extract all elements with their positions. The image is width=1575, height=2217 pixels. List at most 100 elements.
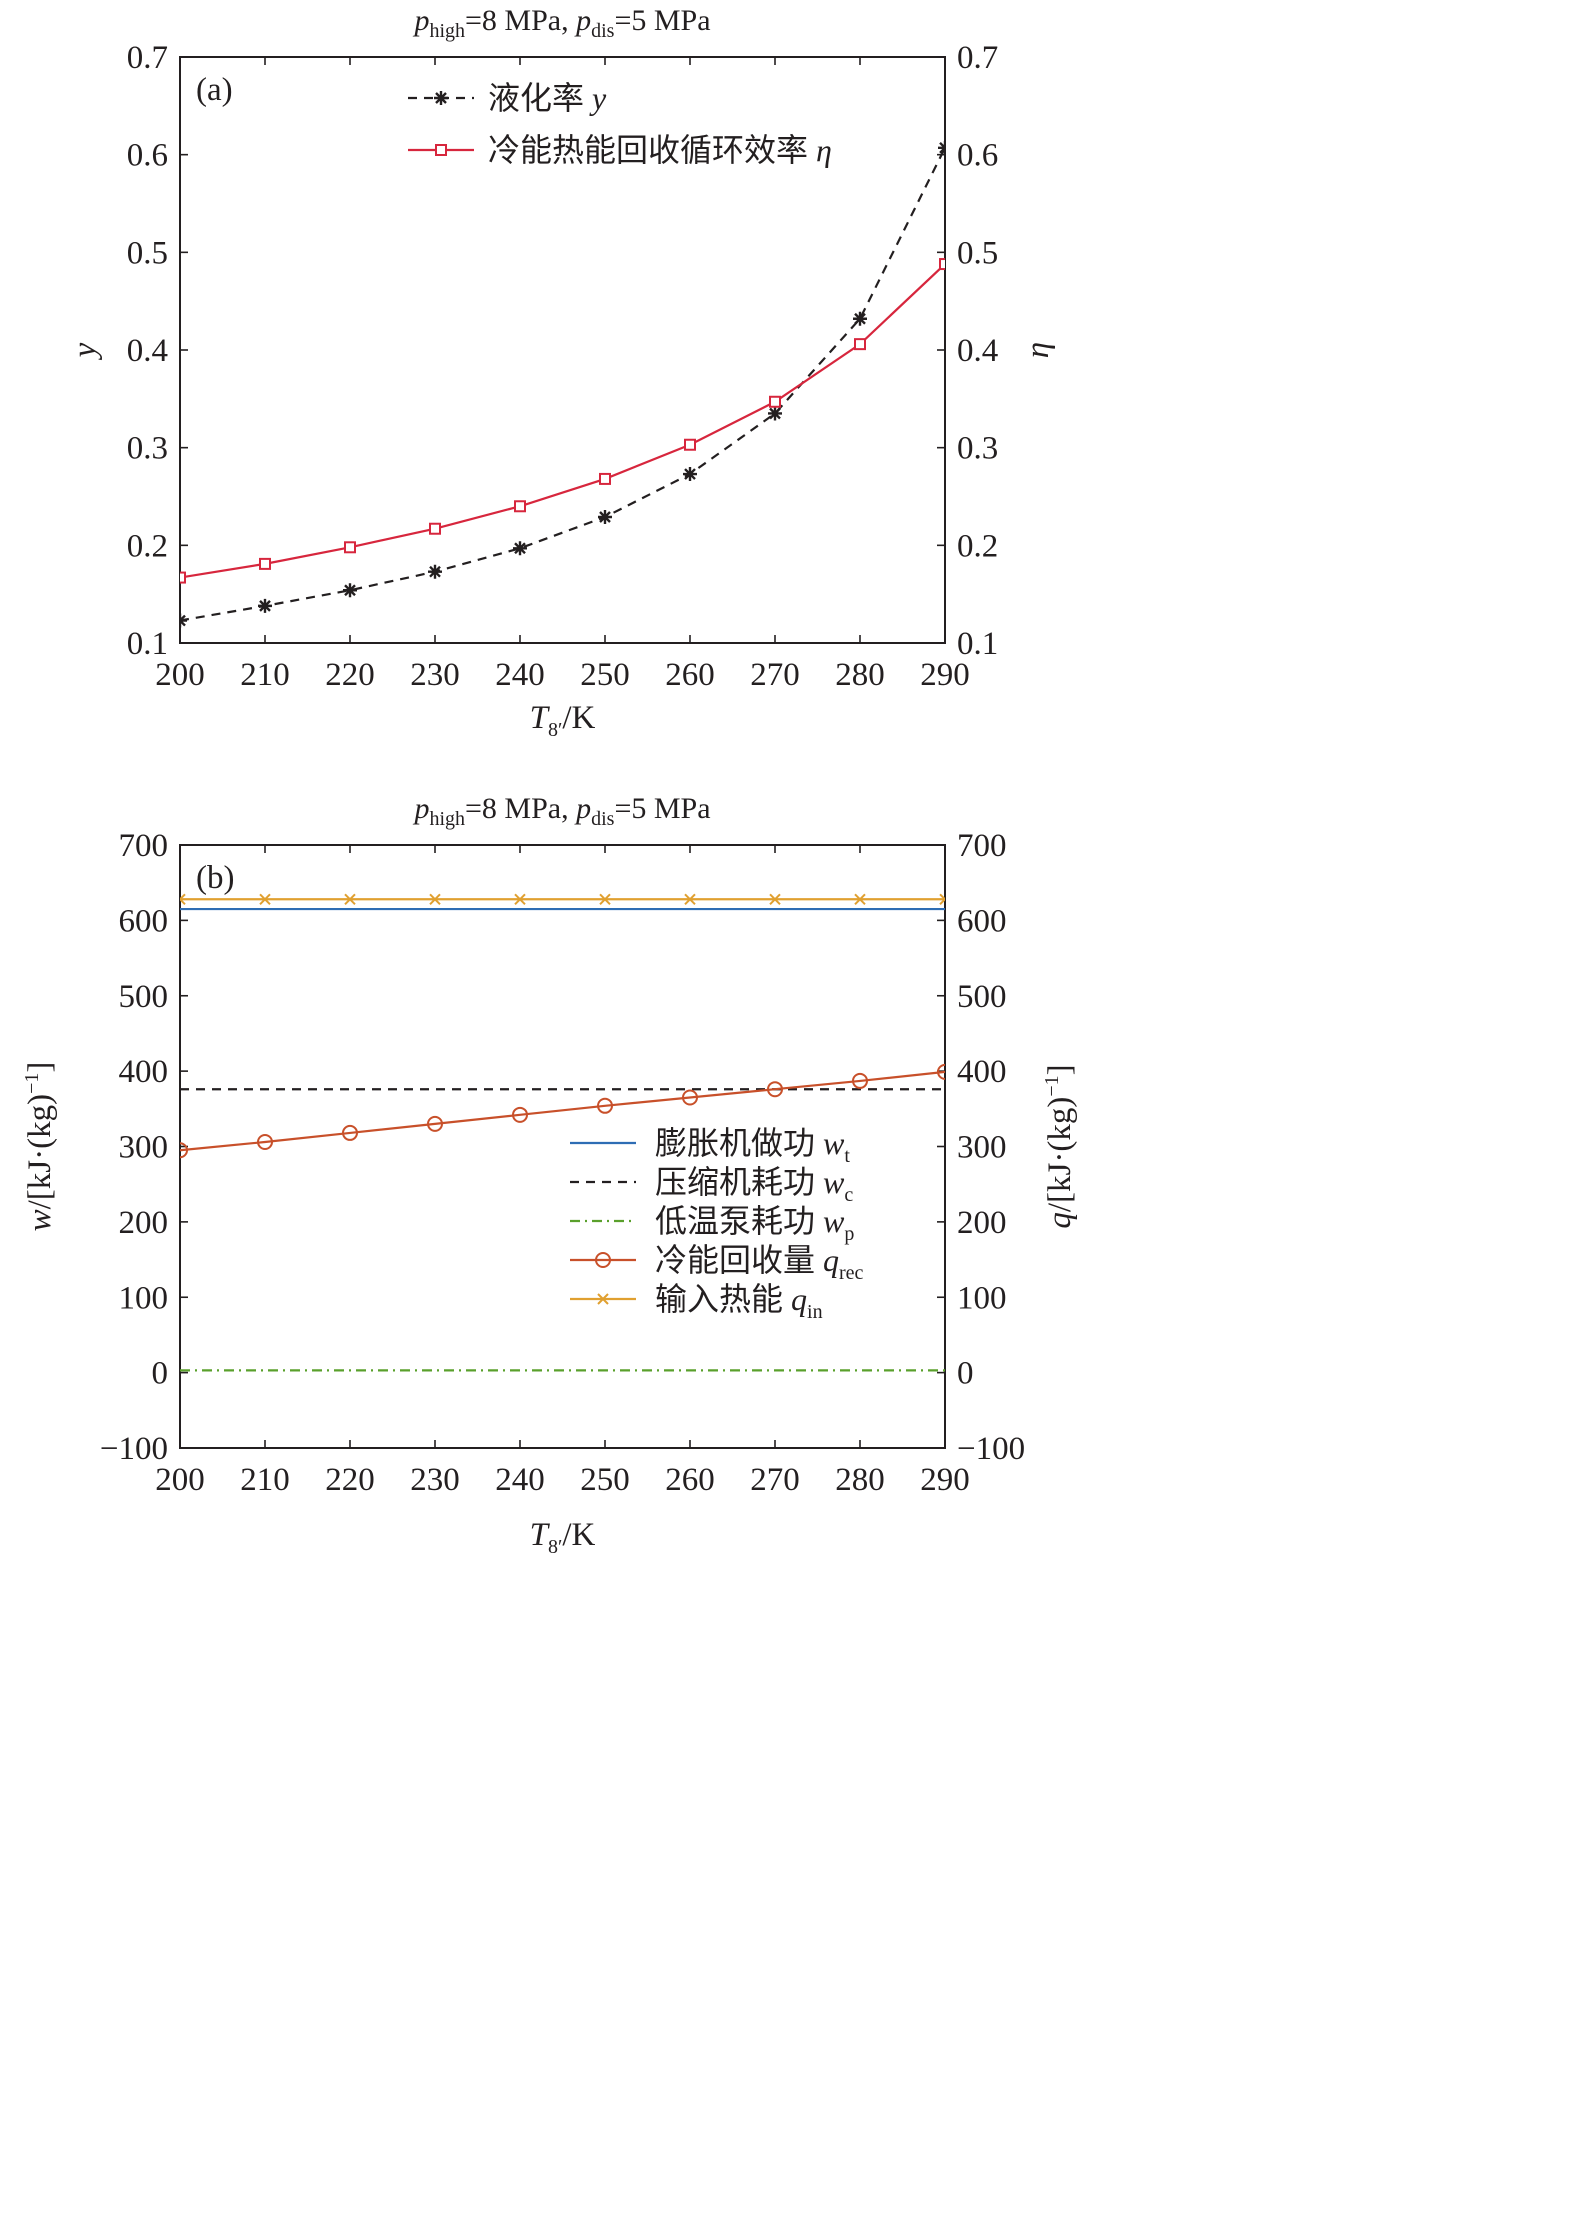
data-point [937, 1063, 945, 1080]
data-point [512, 1106, 528, 1123]
legend-var: q [791, 1281, 807, 1317]
data-point [854, 893, 866, 905]
data-point [180, 893, 186, 905]
y-axis-sup: −1 [21, 1073, 43, 1094]
data-point [598, 510, 612, 525]
y-tick-label-left: 300 [119, 1130, 169, 1166]
data-point [599, 472, 611, 485]
y-tick-label-left: 0.5 [127, 235, 168, 271]
y-tick-label-right: 0.5 [957, 235, 998, 271]
data-point [767, 1081, 783, 1098]
y-tick-label-right: 0.7 [957, 40, 998, 76]
title-var: p [574, 4, 591, 37]
x-tick-label: 210 [240, 1462, 290, 1498]
y-axis-unit: /[kJ·(kg) [22, 1094, 58, 1209]
y-tick-label-left: 600 [119, 903, 169, 939]
data-point [769, 395, 781, 408]
x-tick-label: 250 [580, 657, 630, 693]
data-point [513, 541, 527, 556]
data-point [682, 1089, 698, 1106]
series-line [180, 263, 945, 579]
data-point [683, 467, 697, 482]
legend-var: y [589, 80, 607, 116]
legend-entry: 液化率 y [488, 80, 607, 116]
data-point [428, 564, 442, 579]
title-text: =5 MPa [614, 792, 710, 825]
data-point [939, 258, 945, 271]
title-text: =8 MPa, [465, 4, 576, 37]
x-tick-label: 210 [240, 657, 290, 693]
y-tick-label-left: 700 [119, 828, 169, 864]
y-tick-label-right: 0 [957, 1356, 974, 1392]
series-2 [180, 258, 945, 584]
x-tick-label: 200 [155, 1462, 205, 1498]
x-axis-var: T [530, 700, 551, 736]
chart-title: phigh=8 MPa, pdis=5 MPa [412, 792, 710, 830]
legend-sub: rec [839, 1262, 864, 1284]
x-axis-sub: 8′ [548, 1536, 562, 1556]
data-point [514, 893, 526, 905]
x-axis-sub: 8′ [548, 719, 562, 741]
legend-entry: 冷能热能回收循环效率 η [488, 132, 832, 168]
data-point [769, 893, 781, 905]
series-1 [180, 140, 945, 628]
panel-label: (a) [196, 72, 233, 108]
data-point [684, 893, 696, 905]
y-tick-label-right: 300 [957, 1130, 1007, 1166]
y-tick-label-left: 100 [119, 1280, 169, 1316]
data-point [938, 140, 945, 155]
series-line [180, 1070, 945, 1152]
x-tick-label: 200 [155, 657, 205, 693]
legend-name: 压缩机耗功 [655, 1164, 823, 1200]
legend-marker [435, 144, 447, 156]
title-var: p [412, 4, 429, 37]
y-tick-label-right: 0.1 [957, 626, 998, 662]
data-point [597, 1097, 613, 1114]
y-tick-label-left: 0.4 [127, 333, 168, 369]
legend-name: 低温泵耗功 [655, 1203, 823, 1239]
legend-sub: in [807, 1301, 823, 1323]
y-tick-label-left: 0 [152, 1356, 169, 1392]
legend-name: 冷能热能回收循环效率 [488, 132, 816, 168]
legend: 液化率 y 冷能热能回收循环效率 η [408, 80, 832, 168]
data-point [344, 541, 356, 554]
chart-title: phigh=8 MPa, pdis=5 MPa [412, 4, 710, 42]
x-tick-label: 260 [665, 657, 715, 693]
x-tick-label: 260 [665, 1462, 715, 1498]
title-var: p [412, 792, 429, 825]
y-tick-label-right: 200 [957, 1205, 1007, 1241]
data-point [599, 893, 611, 905]
data-point [852, 1072, 868, 1089]
data-point [939, 893, 945, 905]
title-var: p [574, 792, 591, 825]
data-point [258, 598, 272, 613]
title-sub: high [429, 20, 465, 42]
x-axis-label: T8′/K [530, 700, 596, 741]
legend-var: w [823, 1164, 845, 1200]
legend-sub: t [844, 1145, 850, 1167]
y-tick-label-right: 400 [957, 1054, 1007, 1090]
series-4 [180, 1063, 945, 1159]
x-tick-label: 270 [750, 657, 800, 693]
legend-sub: p [844, 1223, 854, 1245]
x-axis-label: T8′/K [530, 1517, 596, 1556]
y-tick-label-right: 500 [957, 979, 1007, 1015]
series-line [180, 147, 945, 622]
y-axis-unit: /[kJ·(kg) [1042, 1097, 1078, 1212]
y-tick-label-left: −100 [100, 1431, 168, 1467]
data-point [257, 1133, 273, 1150]
x-tick-label: 290 [920, 657, 970, 693]
legend-entry: 输入热能 qin [655, 1281, 823, 1323]
data-point [854, 338, 866, 351]
data-point [180, 1142, 188, 1159]
x-tick-label: 220 [325, 657, 375, 693]
title-sub: high [429, 808, 465, 830]
legend-name: 冷能回收量 [655, 1242, 823, 1278]
legend-var: η [816, 132, 832, 168]
y-axis-sup: −1 [1041, 1075, 1063, 1096]
title-sub: dis [591, 20, 615, 42]
x-tick-label: 230 [410, 657, 460, 693]
x-axis-unit: /K [562, 1517, 595, 1553]
